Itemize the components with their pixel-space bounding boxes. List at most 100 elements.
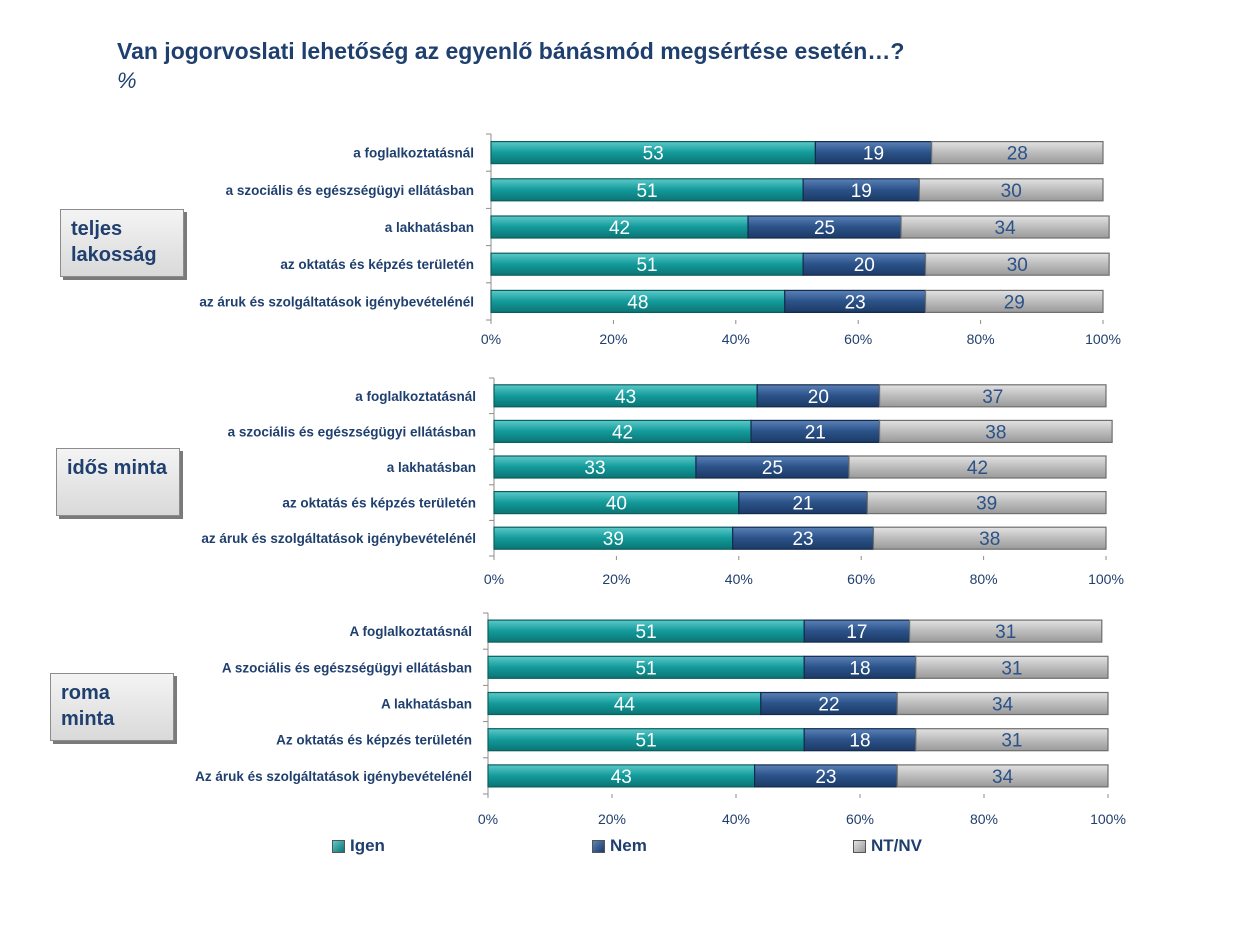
data-label-igen: 40 <box>606 494 627 515</box>
legend-ntnv: NT/NV <box>853 836 922 856</box>
data-label-nem: 18 <box>849 658 870 679</box>
data-label-ntnv: 42 <box>967 458 988 479</box>
chart-subtitle: % <box>117 68 137 93</box>
bar-ntnv <box>915 728 1109 752</box>
legend-igen: Igen <box>332 836 385 856</box>
data-label-ntnv: 28 <box>1007 144 1028 165</box>
category-label: Az áruk és szolgáltatások igénybevételén… <box>195 769 472 784</box>
x-tick-label: 80% <box>970 571 998 587</box>
category-label: az áruk és szolgáltatások igénybevételén… <box>201 531 476 546</box>
x-tick-label: 60% <box>846 811 874 827</box>
data-label-nem: 22 <box>818 695 839 716</box>
x-tick-label: 100% <box>1088 571 1124 587</box>
data-label-nem: 25 <box>762 458 783 479</box>
category-label: a szociális és egészségügyi ellátásban <box>228 424 476 439</box>
data-label-ntnv: 39 <box>976 494 997 515</box>
data-label-nem: 23 <box>845 292 866 313</box>
category-label: A foglalkoztatásnál <box>349 624 472 639</box>
data-label-ntnv: 30 <box>1007 255 1028 276</box>
data-label-nem: 20 <box>808 387 829 408</box>
data-label-igen: 51 <box>636 255 657 276</box>
x-tick-label: 40% <box>725 571 753 587</box>
category-label: a foglalkoztatásnál <box>353 146 474 161</box>
x-tick-label: 0% <box>484 571 504 587</box>
data-label-ntnv: 31 <box>995 622 1016 643</box>
x-tick-label: 0% <box>478 811 498 827</box>
data-label-ntnv: 30 <box>1001 181 1022 202</box>
data-label-igen: 43 <box>615 387 636 408</box>
data-label-ntnv: 34 <box>992 767 1014 788</box>
bar-ntnv <box>878 384 1107 408</box>
bar-ntnv <box>896 691 1109 716</box>
bar-ntnv <box>896 764 1109 788</box>
category-label: az áruk és szolgáltatások igénybevételén… <box>199 294 474 309</box>
data-label-ntnv: 29 <box>1004 292 1025 313</box>
chart-title: Van jogorvoslati lehetőség az egyenlő bá… <box>117 38 905 64</box>
x-tick-label: 40% <box>722 331 750 347</box>
bar-ntnv <box>866 491 1107 515</box>
bar-ntnv <box>878 419 1113 443</box>
data-label-ntnv: 38 <box>985 422 1006 443</box>
group-label-roma-minta: roma minta <box>50 673 174 741</box>
data-label-nem: 18 <box>849 731 870 752</box>
group-label-idos-minta: idős minta <box>56 448 180 516</box>
data-label-ntnv: 31 <box>1001 731 1022 752</box>
data-label-nem: 19 <box>851 181 872 202</box>
category-label: az oktatás és képzés területén <box>280 257 474 272</box>
data-label-igen: 39 <box>603 529 624 550</box>
bar-ntnv <box>848 455 1107 479</box>
bar-ntnv <box>908 619 1103 643</box>
bar-ntnv <box>872 526 1107 550</box>
x-tick-label: 20% <box>598 811 626 827</box>
data-label-igen: 53 <box>643 144 664 165</box>
data-label-igen: 42 <box>609 218 630 239</box>
category-label: a lakhatásban <box>387 460 476 475</box>
category-label: a foglalkoztatásnál <box>355 389 476 404</box>
group-label-teljes-lakossag: teljes lakosság <box>60 209 184 277</box>
data-label-igen: 48 <box>627 292 648 313</box>
x-tick-label: 20% <box>599 331 627 347</box>
bar-ntnv <box>924 252 1110 276</box>
data-label-nem: 20 <box>854 255 875 276</box>
data-label-ntnv: 34 <box>995 218 1017 239</box>
data-label-nem: 23 <box>792 529 813 550</box>
category-label: a lakhatásban <box>385 220 474 235</box>
bar-ntnv <box>918 178 1104 202</box>
bar-ntnv <box>915 655 1109 679</box>
data-label-nem: 19 <box>863 144 884 165</box>
chart-0: 0% 20% 40% 60% 80% 100% a foglalkoztatásnál 53 1… <box>199 133 1121 347</box>
x-tick-label: 60% <box>844 331 872 347</box>
data-label-nem: 23 <box>815 767 836 788</box>
data-label-ntnv: 37 <box>982 387 1003 408</box>
legend-label-nem: Nem <box>610 836 647 855</box>
x-tick-label: 80% <box>970 811 998 827</box>
legend-label-igen: Igen <box>350 836 385 855</box>
category-label: A szociális és egészségügyi ellátásban <box>222 660 472 675</box>
category-label: a szociális és egészségügyi ellátásban <box>226 183 474 198</box>
x-tick-label: 40% <box>722 811 750 827</box>
bar-ntnv <box>931 141 1104 165</box>
legend-swatch-ntnv <box>853 839 866 853</box>
chart-2: 0% 20% 40% 60% 80% 100% A foglalkoztatásnál 51 1… <box>195 612 1126 827</box>
x-tick-label: 60% <box>847 571 875 587</box>
data-label-nem: 17 <box>846 622 867 643</box>
category-label: A lakhatásban <box>381 697 472 712</box>
data-label-nem: 21 <box>805 422 826 443</box>
x-tick-label: 100% <box>1090 811 1126 827</box>
data-label-ntnv: 31 <box>1001 658 1022 679</box>
data-label-ntnv: 38 <box>979 529 1000 550</box>
data-label-igen: 33 <box>584 458 605 479</box>
x-tick-label: 0% <box>481 331 501 347</box>
category-label: az oktatás és képzés területén <box>282 496 476 511</box>
legend-swatch-nem <box>592 839 605 853</box>
data-label-igen: 42 <box>612 422 633 443</box>
x-tick-label: 20% <box>602 571 630 587</box>
x-tick-label: 80% <box>967 331 995 347</box>
bar-ntnv <box>924 289 1104 313</box>
chart-1: 0% 20% 40% 60% 80% 100% a foglalkoztatásnál 43 2… <box>201 377 1124 587</box>
data-label-igen: 51 <box>636 658 657 679</box>
x-tick-label: 100% <box>1085 331 1121 347</box>
data-label-igen: 51 <box>636 731 657 752</box>
legend-swatch-igen <box>332 839 345 853</box>
